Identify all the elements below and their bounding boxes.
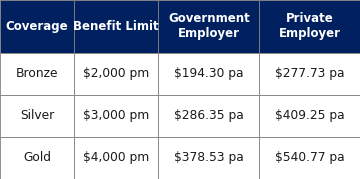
Bar bbox=[158, 95, 259, 137]
Bar bbox=[158, 53, 259, 95]
Text: $409.25 pa: $409.25 pa bbox=[275, 109, 345, 122]
Text: $277.73 pa: $277.73 pa bbox=[275, 67, 345, 80]
Text: $3,000 pm: $3,000 pm bbox=[83, 109, 149, 122]
Bar bbox=[0, 0, 74, 53]
Text: $194.30 pa: $194.30 pa bbox=[174, 67, 244, 80]
Text: Gold: Gold bbox=[23, 151, 51, 165]
Text: Private
Employer: Private Employer bbox=[279, 12, 341, 40]
Bar bbox=[74, 137, 158, 179]
Text: Benefit Limit: Benefit Limit bbox=[73, 20, 159, 33]
Bar bbox=[259, 53, 360, 95]
Bar bbox=[74, 53, 158, 95]
Bar bbox=[259, 95, 360, 137]
Bar bbox=[259, 137, 360, 179]
Bar bbox=[0, 53, 74, 95]
Text: $286.35 pa: $286.35 pa bbox=[174, 109, 244, 122]
Text: Government
Employer: Government Employer bbox=[168, 12, 250, 40]
Text: $378.53 pa: $378.53 pa bbox=[174, 151, 244, 165]
Text: Coverage: Coverage bbox=[6, 20, 68, 33]
Text: $4,000 pm: $4,000 pm bbox=[83, 151, 149, 165]
Bar bbox=[0, 137, 74, 179]
Text: Silver: Silver bbox=[20, 109, 54, 122]
Bar bbox=[74, 95, 158, 137]
Bar bbox=[0, 95, 74, 137]
Bar bbox=[158, 137, 259, 179]
Text: $540.77 pa: $540.77 pa bbox=[275, 151, 345, 165]
Text: $2,000 pm: $2,000 pm bbox=[83, 67, 149, 80]
Bar bbox=[259, 0, 360, 53]
Bar bbox=[158, 0, 259, 53]
Text: Bronze: Bronze bbox=[15, 67, 58, 80]
Bar bbox=[74, 0, 158, 53]
